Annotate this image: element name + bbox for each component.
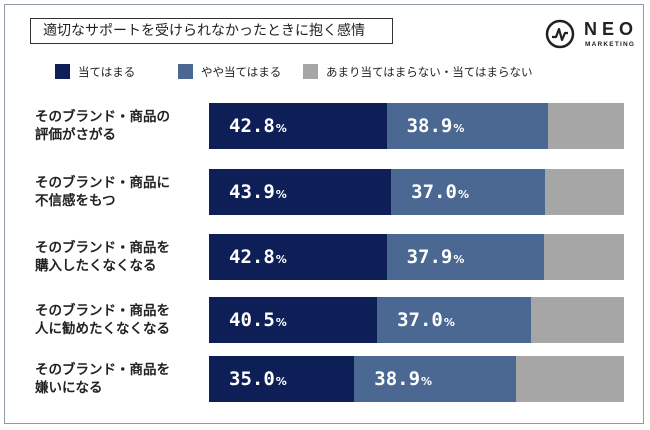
legend-label: あまり当てはまらない・当てはまらない [326,65,533,79]
neo-marketing-logo: NEO MARKETING [544,18,634,50]
data-label-unit: % [457,188,469,201]
category-label: そのブランド・商品に 不信感をもつ [35,174,205,210]
category-label-line: そのブランド・商品を [35,362,170,378]
data-label: 37.9% [407,234,465,280]
bar-segment [209,103,387,149]
bar-segment [386,103,549,149]
data-label-unit: % [453,122,465,135]
category-label-line: そのブランド・商品を [35,240,170,256]
data-label: 42.8% [229,103,287,149]
category-label-line: そのブランド・商品を [35,303,170,319]
category-label-line: 評価がさがる [35,127,116,143]
bar-segment [530,297,624,343]
category-label: そのブランド・商品を 嫌いになる [35,361,205,397]
data-label-value: 37.9 [406,246,453,268]
data-label-unit: % [275,122,287,135]
legend-swatch-series-1 [55,64,70,79]
data-label-unit: % [421,375,433,388]
pulse-circle-icon [545,19,575,49]
logo-subtext: MARKETING [585,41,636,48]
category-label-line: 嫌いになる [35,380,103,396]
bar-segment [209,297,378,343]
category-label-line: 不信感をもつ [35,193,116,209]
bar-segment [209,356,355,402]
data-label-value: 40.5 [229,309,275,331]
data-label-value: 35.0 [229,368,275,390]
legend-swatch-series-2 [178,64,193,79]
data-label-unit: % [275,316,287,329]
data-label-value: 43.9 [229,181,275,203]
data-label-value: 38.9 [406,115,453,137]
category-label-line: 購入したくなくなる [35,258,157,274]
category-label: そのブランド・商品の 評価がさがる [35,108,205,144]
legend-swatch-series-3 [303,64,318,79]
data-label-unit: % [275,375,287,388]
bar-segment [377,297,531,343]
category-label: そのブランド・商品を 購入したくなくなる [35,239,205,275]
bar-segment [354,356,516,402]
data-label: 42.8% [229,234,287,280]
category-label-line: そのブランド・商品の [35,109,170,125]
data-label: 37.0% [411,169,469,215]
data-label: 37.0% [397,297,455,343]
bar-segment [543,234,624,280]
legend-label: 当てはまる [78,65,136,79]
logo-wordmark: NEO [584,19,639,39]
data-label: 38.9% [374,356,432,402]
category-label-line: 人に勧めたくなくなる [35,321,170,337]
data-label: 40.5% [229,297,287,343]
data-label: 43.9% [229,169,287,215]
data-label-value: 37.0 [397,309,443,331]
data-label-value: 37.0 [411,181,457,203]
chart-title: 適切なサポートを受けられなかったときに抱く感情 [30,18,393,44]
bar-segment [386,234,544,280]
data-label-value: 42.8 [229,246,275,268]
bar-segment [209,234,387,280]
data-label-unit: % [275,253,287,266]
data-label: 38.9% [407,103,465,149]
bar-segment [515,356,624,402]
data-label-unit: % [453,253,465,266]
bar-segment [391,169,545,215]
legend-label: やや当てはまる [201,65,282,79]
data-label-unit: % [443,316,455,329]
category-label: そのブランド・商品を 人に勧めたくなくなる [35,302,205,338]
bar-segment [209,169,392,215]
category-label-line: そのブランド・商品に [35,175,170,191]
bar-segment [544,169,624,215]
data-label-unit: % [275,188,287,201]
data-label-value: 42.8 [229,115,275,137]
data-label: 35.0% [229,356,287,402]
chart-legend: 当てはまる やや当てはまる あまり当てはまらない・当てはまらない [0,64,650,80]
data-label-value: 38.9 [374,368,421,390]
bar-segment [548,103,624,149]
